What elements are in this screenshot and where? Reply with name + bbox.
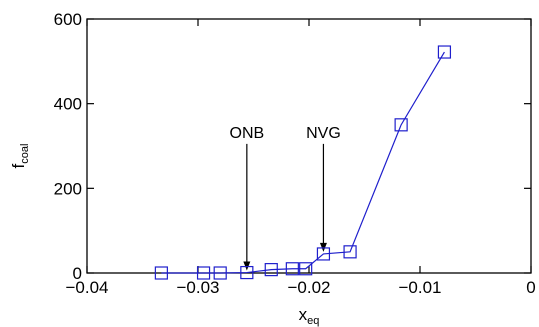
data-point-marker [154, 266, 168, 280]
y-axis-label-sub: coal [19, 144, 31, 164]
x-tick-label: −0.04 [65, 278, 108, 297]
data-point-marker [343, 245, 357, 259]
y-tick-label: 0 [73, 264, 82, 283]
axis-ticks: −0.04 −0.03 −0.02 −0.01 0 0 200 400 600 [54, 10, 536, 297]
data-point-marker [213, 266, 227, 280]
annotation-arrowhead [319, 242, 327, 252]
annotation-arrowhead [243, 261, 251, 271]
x-axis-label-sub: eq [307, 315, 319, 327]
y-tick-label: 200 [54, 179, 82, 198]
x-tick-label: −0.01 [398, 278, 441, 297]
data-point-marker [394, 118, 408, 132]
plot-frame [86, 18, 532, 274]
annotations: ONB NVG [230, 125, 341, 271]
x-axis-label-main: x [299, 305, 308, 324]
y-axis-label-main: f [9, 163, 28, 168]
data-point-marker [264, 263, 278, 277]
series-group [154, 45, 452, 280]
data-point-marker [240, 265, 254, 280]
annotation-label: NVG [306, 125, 341, 142]
x-tick-label: 0 [526, 278, 535, 297]
data-point-marker [196, 266, 211, 280]
annotation-label: ONB [230, 125, 265, 142]
data-point-marker [299, 262, 313, 276]
data-point-marker [316, 247, 331, 261]
x-tick-label: −0.03 [176, 278, 219, 297]
x-axis-label: xeq [299, 305, 320, 327]
series-line [161, 51, 445, 274]
y-tick-label: 400 [54, 95, 82, 114]
y-tick-label: 600 [54, 10, 82, 29]
x-tick-label: −0.02 [287, 278, 330, 297]
y-axis-label: fcoal [9, 144, 31, 169]
data-point-marker [285, 262, 299, 276]
data-point-marker [437, 45, 452, 59]
